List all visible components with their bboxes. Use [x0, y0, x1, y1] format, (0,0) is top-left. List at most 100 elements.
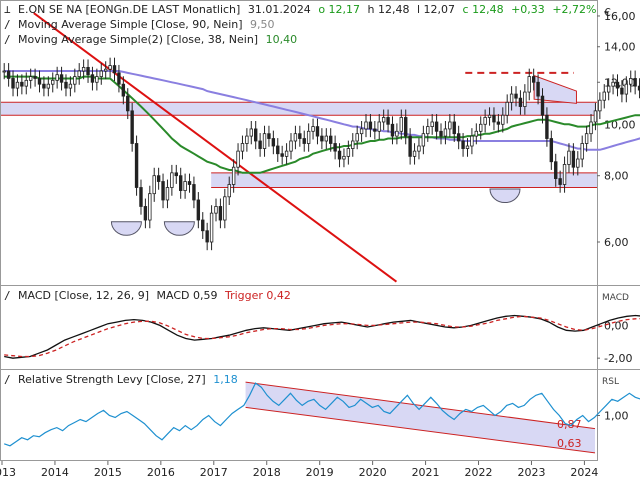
candle-body	[271, 138, 276, 147]
line-icon: ∕	[4, 33, 11, 46]
candle-body	[359, 128, 364, 135]
candle-body	[245, 135, 249, 144]
instrument-title: E.ON SE NA [EONGn.DE LAST Monatlich]	[18, 3, 241, 16]
candle-body	[37, 78, 42, 85]
rsl-channel	[245, 382, 595, 453]
candle-body	[148, 193, 152, 221]
candle-body	[178, 175, 183, 191]
candle-body	[620, 87, 624, 95]
y-tick-label: 10,00	[604, 118, 636, 131]
downtrend-line	[33, 12, 398, 283]
candle-body	[315, 126, 320, 137]
candle-body	[20, 81, 24, 87]
rsl-annotation-lower: 0,63	[557, 437, 582, 450]
header-close: c 12,48	[462, 3, 504, 16]
candle-body	[276, 145, 280, 155]
candle-body	[205, 230, 209, 243]
candle-body	[196, 199, 201, 221]
candle-body	[540, 95, 545, 116]
candle-body	[254, 128, 258, 142]
legend-sma38: ∕ Moving Average Simple(2) [Close, 38, Ne…	[4, 33, 301, 46]
x-tick-label: 2019	[306, 466, 334, 479]
candle-body	[28, 76, 33, 81]
candle-body	[505, 101, 509, 116]
rsl-channel-lower	[245, 406, 596, 454]
header-change: +0,33	[511, 3, 545, 16]
header-date: 31.01.2024	[247, 3, 311, 16]
candle-body	[487, 114, 492, 118]
candle-body	[408, 135, 412, 157]
x-tick-label: 2021	[412, 466, 440, 479]
y-tick-label: 8,00	[604, 170, 629, 183]
candle-body	[611, 81, 615, 87]
y-tick-label: 16,00	[604, 10, 636, 23]
candle-body	[64, 81, 68, 89]
candle-body	[355, 133, 359, 142]
candle-body	[633, 78, 637, 87]
y-tick-label: 14,00	[604, 41, 636, 54]
header-low: l 12,07	[417, 3, 456, 16]
line-icon: ∕	[4, 289, 11, 302]
candle-body	[514, 93, 518, 99]
sma90-value: 9,50	[250, 18, 275, 31]
candle-body	[549, 138, 554, 163]
candle-body	[571, 150, 576, 168]
candle-body	[284, 150, 289, 157]
candle-body	[518, 97, 523, 107]
candle-body	[545, 114, 549, 139]
candle-body	[470, 135, 474, 147]
candle-body	[377, 121, 381, 132]
candle-body	[329, 135, 333, 144]
candle-body	[227, 184, 231, 198]
macd-value: MACD 0,59	[156, 289, 218, 302]
candle-body	[629, 78, 633, 85]
y-tick-label: 0,00	[604, 319, 629, 332]
candle-body	[496, 121, 501, 125]
candle-body	[527, 76, 531, 93]
candle-body	[130, 110, 134, 144]
x-tick-label: 2018	[253, 466, 281, 479]
sma38-label: Moving Average Simple(2) [Close, 38, Nei…	[18, 33, 259, 46]
candle-body	[240, 143, 245, 152]
candle-body	[201, 219, 205, 232]
candle-body	[298, 133, 302, 139]
candle-body	[479, 123, 483, 132]
candle-body	[320, 135, 324, 142]
candle-body	[439, 130, 443, 137]
bottom-formation-1	[110, 221, 142, 236]
candle-body	[73, 76, 77, 85]
flag-pattern	[533, 74, 577, 104]
candle-body	[373, 128, 377, 132]
trigger-value: Trigger 0,42	[224, 289, 291, 302]
candle-body	[417, 145, 421, 152]
sma38-value: 10,40	[265, 33, 298, 46]
candle-body	[77, 70, 81, 77]
line-icon: ∕	[4, 373, 11, 386]
candle-body	[509, 93, 514, 103]
candle-body	[139, 187, 143, 207]
candle-body	[501, 114, 505, 125]
candle-body	[430, 121, 434, 127]
x-tick-label: 2014	[41, 466, 69, 479]
candle-body	[86, 66, 90, 76]
candle-body	[46, 83, 51, 89]
y-tick-label: 1,00	[604, 410, 629, 423]
candle-body	[554, 161, 558, 179]
candle-body	[412, 150, 417, 157]
candle-body	[33, 76, 37, 79]
candle-body	[280, 153, 284, 157]
legend-sma90: ∕ Moving Average Simple [Close, 90, Nein]…	[4, 18, 279, 31]
candle-body	[302, 138, 306, 144]
candle-body	[523, 91, 527, 107]
macd-line	[4, 314, 640, 359]
candle-body	[90, 74, 95, 83]
candle-body	[174, 172, 178, 177]
candle-body	[187, 181, 192, 185]
candle-body	[51, 79, 55, 85]
candle-body	[267, 133, 271, 139]
sma90-label: Moving Average Simple [Close, 90, Nein]	[18, 18, 243, 31]
support-zone-upper	[1, 102, 596, 116]
candle-body	[342, 155, 346, 160]
